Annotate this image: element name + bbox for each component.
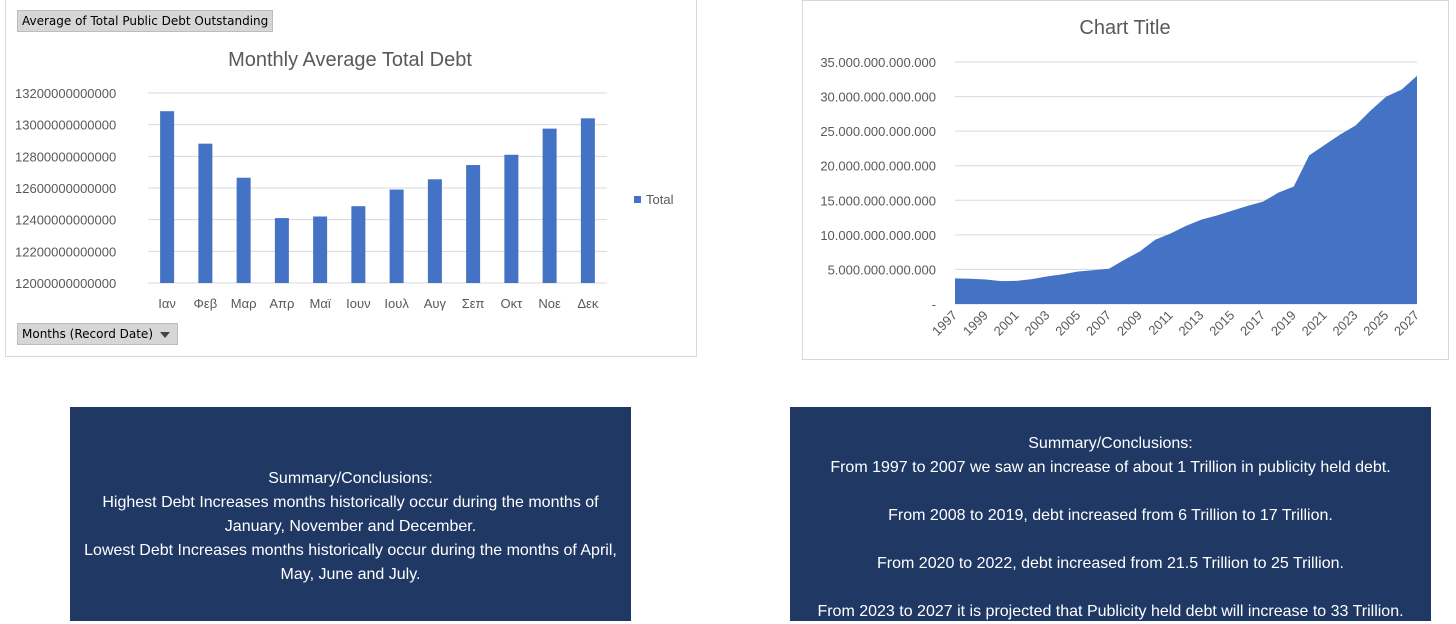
x-tick-label: Φεβ xyxy=(194,296,218,311)
bar xyxy=(160,111,175,283)
x-tick-label: 2003 xyxy=(1021,308,1052,339)
x-tick-label: 2021 xyxy=(1299,308,1330,339)
chart-title: Monthly Average Total Debt xyxy=(228,49,472,71)
y-tick-label: 13200000000000 xyxy=(15,86,116,101)
bar xyxy=(313,216,328,283)
x-tick-label: 2001 xyxy=(991,308,1022,339)
y-tick-label: 12200000000000 xyxy=(15,244,116,259)
x-tick-label: Οκτ xyxy=(501,296,524,311)
y-tick-label: 12800000000000 xyxy=(15,149,116,164)
bar xyxy=(274,218,289,283)
x-tick-label: 2009 xyxy=(1114,308,1145,339)
x-tick-label: 2005 xyxy=(1052,308,1083,339)
y-tick-label: 20.000.000.000.000 xyxy=(820,159,936,174)
x-tick-label: 1999 xyxy=(960,308,991,339)
total-debt-area-chart: Chart Title - 5.000.000.000.000 10.000.000.… xyxy=(820,17,1422,339)
y-tick-label: 10.000.000.000.000 xyxy=(820,228,936,243)
value-field-button[interactable]: Average of Total Public Debt Outstanding xyxy=(17,10,274,32)
x-tick-label: 2019 xyxy=(1268,308,1299,339)
dropdown-arrow-icon[interactable] xyxy=(160,332,170,338)
y-tick-label: 12600000000000 xyxy=(15,181,116,196)
summary-right-line3: From 2020 to 2022, debt increased from 2… xyxy=(877,555,1344,572)
summary-left-heading: Summary/Conclusions: xyxy=(268,470,433,487)
x-tick-label: 2011 xyxy=(1145,308,1175,338)
bar xyxy=(351,206,366,283)
summary-right-line1: From 1997 to 2007 we saw an increase of … xyxy=(830,459,1391,476)
y-tick-label: 15.000.000.000.000 xyxy=(820,193,936,208)
legend-swatch xyxy=(634,196,641,203)
bar xyxy=(427,179,442,283)
x-tick-label: Δεκ xyxy=(577,296,598,311)
x-tick-label: 2017 xyxy=(1237,308,1268,339)
x-tick-label: Νοε xyxy=(538,296,561,311)
y-tick-label: 13000000000000 xyxy=(15,118,116,133)
chart-title: Chart Title xyxy=(1079,17,1170,39)
x-tick-label: Μαρ xyxy=(231,296,257,311)
x-tick-label: 1997 xyxy=(929,308,960,339)
x-tick-label: Ιαν xyxy=(158,296,176,311)
legend-label: Total xyxy=(646,192,674,207)
summary-right-line4: From 2023 to 2027 it is projected that P… xyxy=(817,603,1404,620)
y-tick-label: 12000000000000 xyxy=(15,276,116,291)
y-tick-label: 35.000.000.000.000 xyxy=(820,55,936,70)
summary-box-right: Summary/Conclusions: From 1997 to 2007 w… xyxy=(790,407,1431,621)
y-tick-label: 25.000.000.000.000 xyxy=(820,124,936,139)
x-tick-label: Απρ xyxy=(269,296,294,311)
x-tick-label: Αυγ xyxy=(424,296,447,311)
y-tick-label: 12400000000000 xyxy=(15,213,116,228)
x-tick-label: 2023 xyxy=(1329,308,1360,339)
monthly-debt-bar-chart: Monthly Average Total Debt 12000000000000… xyxy=(15,49,674,311)
summary-right-heading: Summary/Conclusions: xyxy=(1028,435,1193,452)
x-tick-label: Ιουλ xyxy=(384,296,409,311)
debt-area-series xyxy=(955,75,1417,304)
bar xyxy=(236,177,251,283)
x-tick-label: Ιουν xyxy=(346,296,370,311)
bar xyxy=(580,118,595,283)
axis-field-label: Months (Record Date) xyxy=(22,327,153,341)
y-tick-label: 5.000.000.000.000 xyxy=(828,262,936,277)
y-tick-label: 30.000.000.000.000 xyxy=(820,90,936,105)
summary-left-line1: Highest Debt Increases months historical… xyxy=(102,494,599,535)
x-tick-label: 2015 xyxy=(1206,308,1237,339)
x-tick-label: Σεπ xyxy=(462,296,485,311)
bar xyxy=(542,128,557,283)
bar xyxy=(504,154,519,283)
bar xyxy=(389,189,404,283)
x-tick-label: 2027 xyxy=(1391,308,1422,339)
summary-box-left: Summary/Conclusions: Highest Debt Increa… xyxy=(70,407,631,621)
bar xyxy=(466,165,481,283)
summary-right-line2: From 2008 to 2019, debt increased from 6… xyxy=(888,507,1333,524)
x-tick-label: Μαϊ xyxy=(310,296,332,311)
summary-left-line2: Lowest Debt Increases months historicall… xyxy=(84,542,617,583)
bar xyxy=(198,143,213,283)
x-tick-label: 2007 xyxy=(1083,308,1114,339)
x-tick-label: 2025 xyxy=(1360,308,1391,339)
y-tick-label: - xyxy=(932,297,936,312)
x-tick-label: 2013 xyxy=(1175,308,1206,339)
axis-field-button[interactable]: Months (Record Date) xyxy=(17,323,178,345)
